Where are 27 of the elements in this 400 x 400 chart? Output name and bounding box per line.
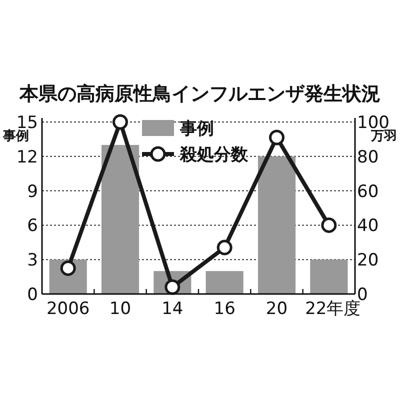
y-tick-label: 0 [27,285,38,305]
chart-title: 本県の高病原性鳥インフルエンザ発生状況 [18,83,380,105]
y2-tick-label: 80 [357,147,379,168]
y-tick-label: 12 [16,147,38,168]
x-tick-label: 22年度 [305,299,361,319]
y2-tick-label: 60 [357,182,379,202]
point [269,130,284,146]
point [112,114,128,130]
x-tick-label: 20 [266,299,288,319]
legend-label: 事例 [179,119,214,139]
y-tick-label: 6 [27,216,38,236]
bar [310,260,348,294]
y-tick-label: 3 [27,250,38,271]
bar [258,156,296,294]
x-tick-label: 2006 [46,299,90,319]
bar [101,144,140,294]
bar [206,271,244,294]
y-tick-label: 9 [27,182,38,202]
legend-label: 殺処分数 [179,145,249,165]
point [216,240,232,256]
point [321,217,337,233]
x-tick-label: 16 [214,299,236,319]
point [60,260,76,276]
x-tick-label: 14 [162,299,184,319]
y2-tick-label: 20 [357,250,379,271]
y2-tick-label: 40 [357,216,379,236]
x-tick-label: 10 [109,299,132,319]
